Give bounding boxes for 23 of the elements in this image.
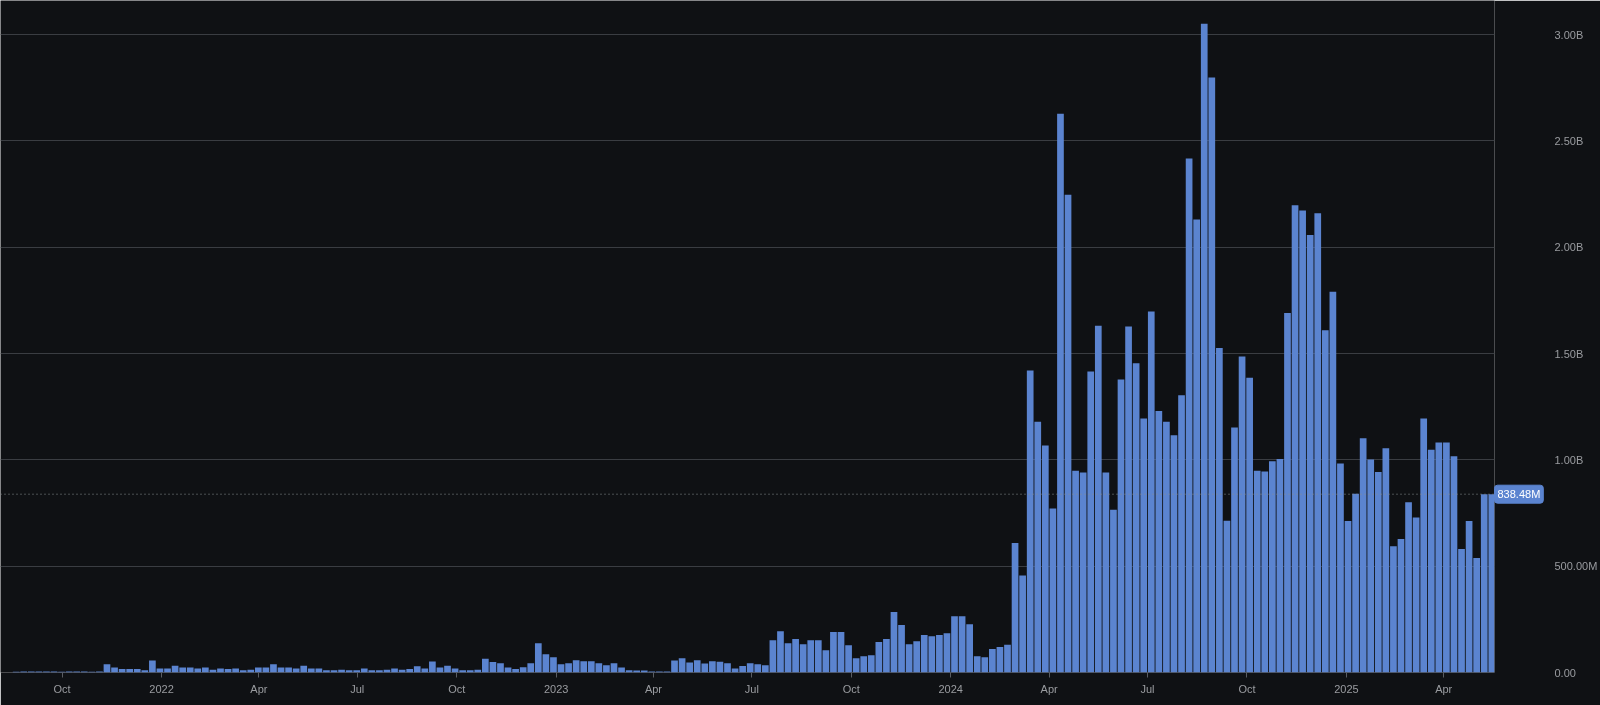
x-tick-label: Apr: [1040, 682, 1059, 695]
x-tick-label: Apr: [1435, 682, 1453, 695]
y-tick-label: 2.00B: [1554, 241, 1584, 254]
x-tick-label: 2025: [1334, 682, 1359, 695]
x-tick-label: Jul: [744, 682, 759, 695]
ref-line-label: 838.48M: [1497, 488, 1541, 501]
y-tick-label: 500.00M: [1554, 560, 1598, 573]
x-tick-label: Apr: [644, 682, 663, 695]
x-tick-label: Oct: [448, 682, 466, 695]
y-tick-label: 1.00B: [1554, 453, 1584, 466]
x-tick-label: 2022: [149, 682, 174, 695]
y-tick-label: 3.00B: [1554, 28, 1584, 41]
y-tick-label: 1.50B: [1554, 347, 1584, 360]
x-tick-label: Apr: [250, 682, 268, 695]
x-tick-label: 2023: [543, 682, 569, 695]
x-tick-label: Oct: [842, 682, 860, 695]
x-tick-label: Oct: [1238, 682, 1256, 695]
x-tick-label: Jul: [1140, 682, 1155, 695]
x-tick-label: Oct: [53, 682, 71, 695]
x-tick-label: 2024: [938, 682, 963, 695]
x-tick-label: Jul: [350, 682, 365, 695]
y-tick-label: 2.50B: [1554, 134, 1584, 147]
y-tick-label: 0.00: [1554, 666, 1576, 679]
